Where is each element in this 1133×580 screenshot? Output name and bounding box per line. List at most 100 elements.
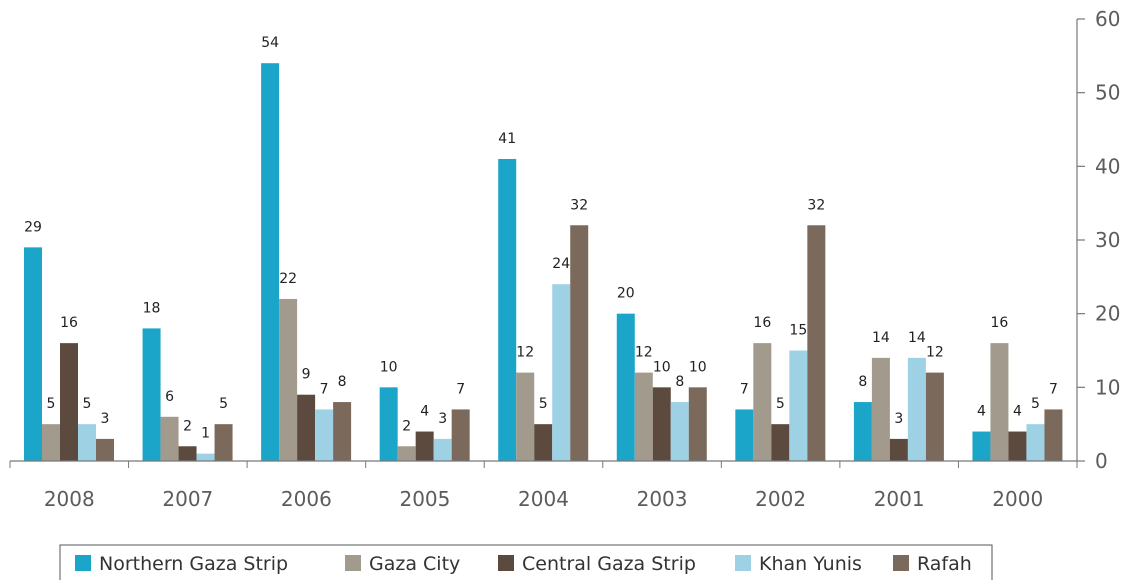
- bar-2008-gaza-city: [42, 424, 60, 461]
- legend-label: Central Gaza Strip: [522, 553, 696, 575]
- bar-2006-khan-yunis: [315, 409, 334, 461]
- data-label: 18: [143, 300, 161, 316]
- x-tick-label: 2002: [755, 487, 806, 511]
- legend-swatch: [735, 555, 751, 571]
- data-label: 4: [420, 404, 429, 420]
- bar-2004-gaza-city: [516, 372, 535, 461]
- data-label: 12: [516, 345, 534, 361]
- y-tick-label: 50: [1095, 81, 1120, 105]
- bar-2004-central-gaza-strip: [534, 424, 553, 461]
- bar-2006-northern-gaza-strip: [261, 63, 280, 461]
- bar-2005-khan-yunis: [433, 438, 452, 461]
- bar-2008-central-gaza-strip: [60, 343, 78, 461]
- bar-2000-northern-gaza-strip: [972, 431, 991, 461]
- x-tick-label: 2001: [874, 487, 925, 511]
- data-label: 3: [438, 411, 447, 427]
- data-label: 7: [456, 381, 465, 397]
- bar-2002-central-gaza-strip: [771, 424, 790, 461]
- data-label: 7: [320, 381, 329, 397]
- data-label: 22: [279, 271, 297, 287]
- bar-2002-rafah: [807, 225, 826, 461]
- data-label: 14: [908, 330, 926, 346]
- bar-2000-rafah: [1044, 409, 1063, 461]
- y-tick-label: 30: [1095, 228, 1120, 252]
- data-label: 8: [858, 374, 867, 390]
- data-label: 12: [926, 345, 944, 361]
- data-label: 7: [1049, 381, 1058, 397]
- data-label: 8: [338, 374, 347, 390]
- bar-2007-khan-yunis: [196, 453, 215, 461]
- bar-2005-central-gaza-strip: [415, 431, 434, 461]
- legend-label: Khan Yunis: [759, 553, 862, 575]
- legend: Northern Gaza Strip Gaza City Central Gaza…: [59, 544, 993, 580]
- x-tick-label: 2007: [162, 487, 213, 511]
- bar-2004-northern-gaza-strip: [498, 158, 517, 461]
- data-label: 3: [894, 411, 903, 427]
- data-label: 2: [402, 418, 411, 434]
- data-label: 14: [872, 330, 890, 346]
- legend-label: Rafah: [917, 553, 972, 575]
- legend-label: Gaza City: [369, 553, 460, 575]
- bar-2006-gaza-city: [279, 298, 298, 461]
- y-tick-label: 0: [1095, 449, 1108, 473]
- data-label: 5: [47, 396, 56, 412]
- data-label: 32: [807, 197, 825, 213]
- bar-2000-central-gaza-strip: [1008, 431, 1027, 461]
- bar-2005-gaza-city: [397, 446, 416, 461]
- bar-2005-northern-gaza-strip: [379, 387, 398, 461]
- data-label: 5: [776, 396, 785, 412]
- legend-box: [59, 544, 993, 580]
- bar-2007-central-gaza-strip: [178, 446, 197, 461]
- x-axis: 2008 2007 2006 2005 2004 2003 2002 2001 2000: [9, 460, 1078, 511]
- legend-swatch: [345, 555, 361, 571]
- bar-2007-gaza-city: [160, 416, 179, 461]
- bar-2002-northern-gaza-strip: [735, 409, 754, 461]
- bar-2008-khan-yunis: [78, 424, 96, 461]
- bar-2003-northern-gaza-strip: [616, 313, 635, 461]
- legend-swatch: [498, 555, 514, 571]
- bar-2006-central-gaza-strip: [297, 394, 316, 461]
- data-label: 3: [101, 411, 110, 427]
- bar-2001-rafah: [925, 372, 944, 461]
- bar-2003-gaza-city: [634, 372, 653, 461]
- bar-2007-northern-gaza-strip: [142, 328, 161, 461]
- bar-2006-rafah: [333, 402, 352, 461]
- data-label: 5: [539, 396, 548, 412]
- y-tick-label: 40: [1095, 154, 1120, 178]
- data-label: 10: [380, 359, 398, 375]
- x-tick-label: 2005: [399, 487, 450, 511]
- data-label: 9: [302, 367, 311, 383]
- data-label: 4: [977, 404, 986, 420]
- data-label: 16: [60, 315, 78, 331]
- data-label: 10: [689, 359, 707, 375]
- bar-2001-gaza-city: [871, 357, 890, 461]
- x-tick-label: 2003: [637, 487, 688, 511]
- bar-2008-rafah: [96, 438, 114, 461]
- y-axis: 0 10 20 30 40 50 60: [1076, 7, 1120, 473]
- data-label: 5: [83, 396, 92, 412]
- x-tick-label: 2004: [518, 487, 569, 511]
- bar-2004-rafah: [570, 225, 589, 461]
- data-label: 1: [201, 426, 210, 442]
- bar-2001-northern-gaza-strip: [853, 402, 872, 461]
- data-label: 16: [753, 315, 771, 331]
- data-label: 41: [498, 131, 516, 147]
- bar-2003-rafah: [688, 387, 707, 461]
- bar-2002-gaza-city: [753, 343, 772, 461]
- bar-2002-khan-yunis: [789, 350, 808, 461]
- data-label: 16: [991, 315, 1009, 331]
- bar-2001-khan-yunis: [907, 357, 926, 461]
- data-label: 32: [570, 197, 588, 213]
- legend-swatch: [75, 555, 91, 571]
- y-tick-label: 20: [1095, 302, 1120, 326]
- bar-2003-central-gaza-strip: [652, 387, 671, 461]
- data-label: 24: [552, 256, 570, 272]
- bar-2000-gaza-city: [990, 343, 1009, 461]
- x-tick-label: 2000: [992, 487, 1043, 511]
- y-tick-label: 60: [1095, 7, 1120, 31]
- bar-2001-central-gaza-strip: [889, 438, 908, 461]
- bars-group: [24, 63, 1063, 461]
- bar-2005-rafah: [451, 409, 470, 461]
